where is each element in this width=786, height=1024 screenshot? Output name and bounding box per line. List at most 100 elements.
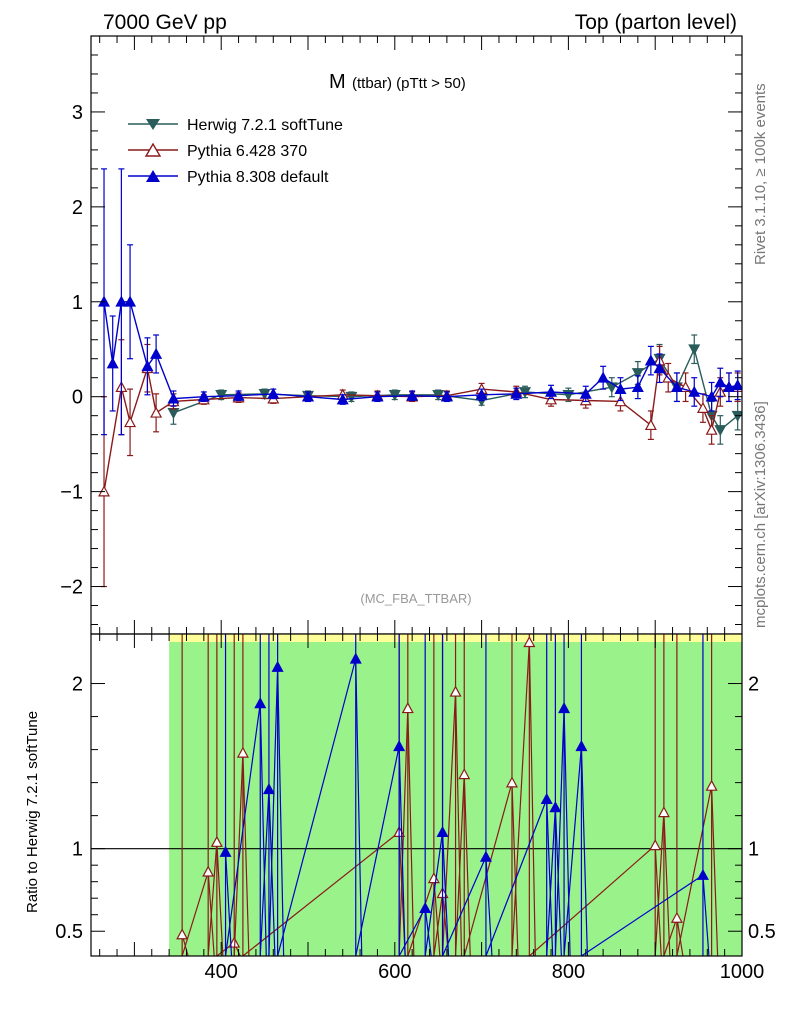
ratio-line-segment <box>663 812 671 956</box>
main-series-group <box>98 168 742 588</box>
ratio-line-segment <box>663 917 678 956</box>
ratio-line-segment <box>511 782 519 956</box>
ratio-line-segment <box>554 708 565 956</box>
ratio-line-segment <box>242 752 250 956</box>
ratio-line-segment <box>207 842 218 956</box>
data-point <box>388 389 401 402</box>
data-point <box>124 295 137 307</box>
ratio-line-segment <box>216 842 224 956</box>
ratio-y-tick-label-right: 0.5 <box>748 921 776 943</box>
ratio-line-segment <box>654 812 665 956</box>
ratio-y-tick-label-right: 2 <box>748 674 759 696</box>
ratio-line-segment <box>702 875 710 956</box>
ratio-point <box>549 801 562 813</box>
ratio-point <box>449 685 462 697</box>
data-point <box>631 368 644 380</box>
data-point <box>510 387 523 399</box>
ratio-line-segment <box>546 799 554 956</box>
data-point <box>705 390 718 402</box>
ratio-line-segment <box>528 844 656 956</box>
ratio-line-segment <box>563 746 583 956</box>
data-point <box>705 423 718 435</box>
ratio-point <box>657 806 670 818</box>
triangle-up-icon <box>146 170 160 182</box>
data-point <box>267 387 280 399</box>
ratio-point <box>523 635 536 648</box>
ratio-line-segment <box>424 832 444 956</box>
data-point <box>722 380 735 393</box>
ratio-line-segment <box>268 667 279 956</box>
data-point <box>714 376 727 388</box>
ratio-line-segment <box>528 642 536 956</box>
header-left: 7000 GeV pp <box>103 11 227 34</box>
triangle-down-icon <box>146 119 160 130</box>
data-point <box>141 360 154 372</box>
ratio-point <box>436 825 449 838</box>
ratio-point <box>401 702 414 714</box>
main-title: M (ttbar) (pTtt > 50) <box>329 71 466 93</box>
ratio-line-segment <box>233 752 244 956</box>
ratio-line-segment <box>563 708 571 956</box>
data-point <box>167 407 180 420</box>
ratio-line-segment <box>463 774 471 956</box>
ratio-line-segment <box>485 856 493 956</box>
data-point <box>336 393 349 405</box>
ratio-point <box>219 845 232 857</box>
data-point <box>631 380 644 393</box>
y-tick-label: 1 <box>72 292 83 314</box>
mcplots-label: mcplots.cern.ch [arXiv:1306.3436] <box>752 401 769 628</box>
data-point <box>644 418 657 431</box>
ratio-line-segment <box>676 785 713 956</box>
ratio-point <box>505 776 518 788</box>
y-tick-label: 3 <box>72 102 83 124</box>
ratio-line-segment <box>224 851 233 956</box>
ratio-line-segment <box>441 856 487 956</box>
ratio-point <box>236 746 249 758</box>
data-point <box>614 382 627 394</box>
data-point <box>301 390 315 402</box>
title-sub: (ttbar) (pTtt > 50) <box>352 75 466 92</box>
ratio-line-segment <box>398 746 406 956</box>
data-point <box>197 390 210 402</box>
ratio-line-segment <box>398 907 426 956</box>
ratio-line-segment <box>463 782 513 956</box>
ratio-line-segment <box>581 874 704 956</box>
ratio-point <box>349 652 362 664</box>
ratio-line-segment <box>259 703 267 956</box>
y-tick-label: −2 <box>60 577 83 599</box>
ratio-line-segment <box>277 667 285 956</box>
ratio-line-segment <box>580 746 589 956</box>
ratio-point <box>254 697 267 709</box>
ratio-point <box>202 865 215 877</box>
ratio-line-segment <box>676 917 684 956</box>
data-point <box>731 379 742 391</box>
ratio-line-segment <box>407 708 415 956</box>
data-point <box>432 389 445 402</box>
data-point <box>406 389 419 401</box>
ratio-y-tick-label: 1 <box>72 839 83 861</box>
data-point <box>106 357 119 369</box>
ratio-line-segment <box>441 691 457 956</box>
header-right: Top (parton level) <box>575 11 737 34</box>
data-point <box>475 388 488 400</box>
x-tick-label: 600 <box>378 961 411 983</box>
y-tick-label: 2 <box>72 197 83 219</box>
data-point <box>688 385 701 397</box>
series-line <box>103 358 738 492</box>
ratio-body <box>91 634 742 956</box>
title-main: M <box>329 71 346 93</box>
x-tick-label: 400 <box>205 961 238 983</box>
ratio-line-segment <box>485 798 548 956</box>
ratio-point <box>271 660 284 672</box>
legend-entry-herwig: Herwig 7.2.1 softTune <box>128 117 343 134</box>
ratio-line-segment <box>441 832 450 956</box>
data-point <box>124 416 137 428</box>
ratio-line-segment <box>454 691 463 956</box>
ratio-point <box>176 928 189 940</box>
data-point <box>371 390 384 402</box>
data-point <box>653 361 666 374</box>
data-point <box>644 354 657 366</box>
ratio-point <box>649 839 662 851</box>
data-point <box>167 392 180 404</box>
